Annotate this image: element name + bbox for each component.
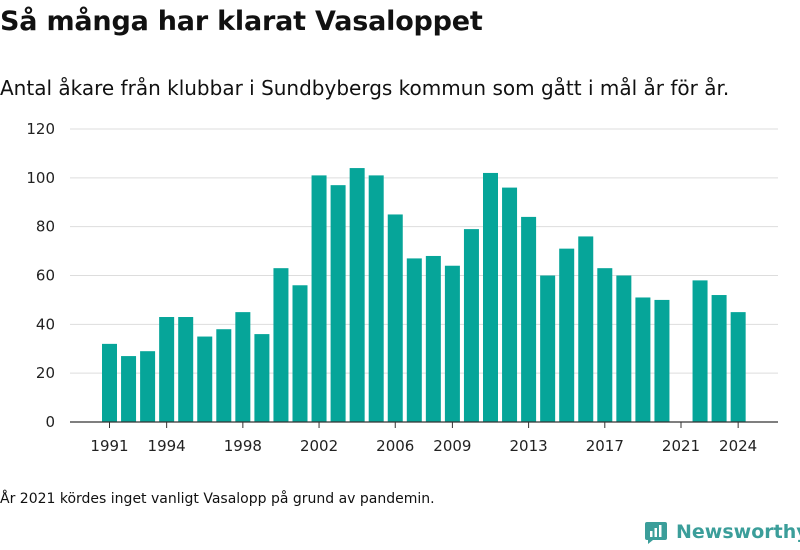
- y-tick-label: 100: [26, 169, 55, 187]
- bar-2022: [692, 280, 708, 422]
- x-tick-label: 1998: [224, 437, 262, 455]
- y-axis-ticks: 0 20 40 60 80 100 120: [26, 120, 55, 431]
- bar-1994: [159, 317, 175, 422]
- footnote: År 2021 kördes inget vanligt Vasalopp på…: [0, 491, 435, 507]
- brand-name: Newsworthy: [676, 521, 800, 543]
- bar-2024: [730, 312, 746, 422]
- x-tick-label: 2002: [300, 437, 338, 455]
- bar-1997: [216, 329, 232, 422]
- x-tick-label: 1991: [90, 437, 128, 455]
- bar-1991: [102, 343, 117, 422]
- bar-2007: [406, 258, 422, 422]
- bar-2011: [483, 172, 498, 422]
- gridlines: [70, 128, 778, 374]
- bar-1998: [235, 312, 251, 422]
- y-tick-label: 0: [45, 413, 55, 431]
- chart-subtitle: Antal åkare från klubbar i Sundbybergs k…: [0, 76, 730, 100]
- x-axis-ticks: 1991 1994 1998 2002 2006 2009 2013 2017 2021 2024: [90, 422, 757, 455]
- bar-2003: [330, 185, 346, 422]
- brand: Newsworthy: [644, 520, 800, 544]
- x-tick-label: 2017: [586, 437, 624, 455]
- bar-2000: [273, 268, 289, 422]
- bar-2005: [368, 175, 384, 422]
- bar-2019: [635, 297, 651, 422]
- y-tick-label: 80: [36, 218, 55, 236]
- bar-1992: [121, 356, 137, 422]
- bar-2018: [616, 275, 632, 422]
- bar-2002: [311, 175, 327, 422]
- y-tick-label: 40: [36, 315, 55, 333]
- bar-chart: 0 20 40 60 80 100 120 1991 1994 1998 2002 2006 2009…: [26, 120, 778, 455]
- newsworthy-logo-icon: [645, 522, 667, 544]
- y-tick-label: 120: [26, 120, 55, 138]
- x-tick-label: 2021: [662, 437, 700, 455]
- bar-1999: [254, 334, 270, 422]
- bar-2017: [597, 268, 613, 422]
- bar-2014: [540, 275, 556, 422]
- y-tick-label: 20: [36, 364, 55, 382]
- bar-2010: [463, 229, 479, 422]
- bar-2006: [387, 214, 403, 422]
- bar-1993: [140, 351, 156, 422]
- bar-2020: [654, 299, 670, 422]
- bar-2004: [349, 168, 365, 422]
- bar-2016: [578, 236, 594, 422]
- bar-2015: [559, 248, 575, 422]
- bar-2001: [292, 285, 308, 422]
- x-tick-label: 2006: [376, 437, 414, 455]
- x-tick-label: 2013: [510, 437, 548, 455]
- bar-1996: [197, 336, 213, 422]
- chart-title: Så många har klarat Vasaloppet: [0, 6, 483, 37]
- x-tick-label: 1994: [148, 437, 186, 455]
- bar-2013: [521, 216, 537, 422]
- bar-2009: [444, 265, 460, 422]
- bar-2008: [425, 255, 441, 422]
- x-tick-label: 2024: [719, 437, 757, 455]
- y-tick-label: 60: [36, 267, 55, 285]
- bar-2023: [711, 295, 727, 422]
- bars: [102, 168, 746, 422]
- bar-2012: [502, 187, 518, 422]
- x-tick-label: 2009: [433, 437, 471, 455]
- bar-1995: [178, 317, 194, 422]
